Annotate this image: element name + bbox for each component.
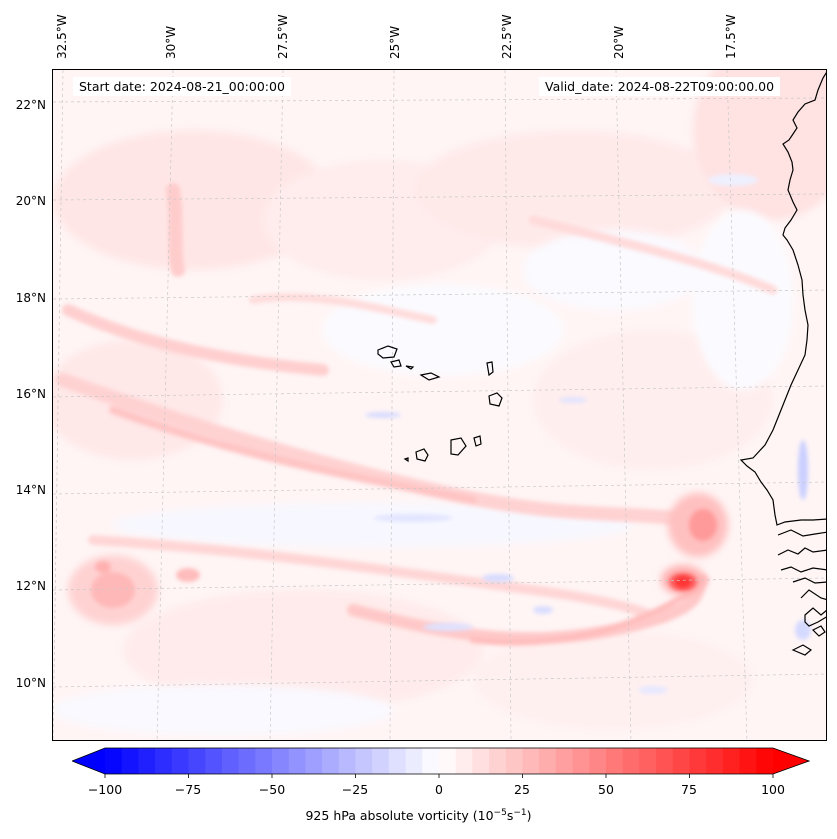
- colorbar-segment: [171, 748, 189, 774]
- colorbar-segment: [522, 748, 540, 774]
- vorticity-neutral-regions: [53, 210, 793, 735]
- colorbar-segment: [105, 748, 123, 774]
- colorbar-segment: [706, 748, 724, 774]
- colorbar-tick-label: 25: [514, 782, 530, 797]
- colorbar-segment: [539, 748, 557, 774]
- colorbar-tick-label: 100: [761, 782, 785, 797]
- colorbar-tick-label: −75: [174, 782, 202, 797]
- colorbar-segment: [405, 748, 423, 774]
- colorbar-tick-label: 0: [435, 782, 443, 797]
- colorbar-segment: [672, 748, 690, 774]
- colorbar-segment: [622, 748, 640, 774]
- lon-label-17-5w: 17.5°W: [724, 14, 738, 59]
- colorbar-segment: [472, 748, 490, 774]
- cape-verde-islands: [377, 345, 503, 463]
- colorbar-segment: [138, 748, 156, 774]
- colorbar-segment: [455, 748, 473, 774]
- colorbar-segment: [338, 748, 356, 774]
- colorbar-label-unit: s: [506, 808, 514, 824]
- lat-label-22n: 22°N: [15, 98, 46, 112]
- colorbar-segment: [188, 748, 206, 774]
- colorbar-tick-label: 75: [681, 782, 697, 797]
- colorbar-segment: [372, 748, 390, 774]
- african-coastline: [739, 72, 826, 656]
- colorbar-label-close: ): [526, 808, 532, 824]
- colorbar-segment: [322, 748, 340, 774]
- colorbar-segment: [422, 748, 440, 774]
- lat-label-14n: 14°N: [15, 483, 46, 497]
- colorbar-extend-max: [773, 748, 809, 774]
- lat-label-16n: 16°N: [15, 387, 46, 401]
- colorbar-label-exponent: −5: [493, 808, 507, 818]
- vorticity-negative-streaks: [365, 174, 811, 694]
- lon-label-20w: 20°W: [612, 25, 626, 59]
- lon-label-25w: 25°W: [388, 25, 402, 59]
- colorbar-segment: [205, 748, 223, 774]
- colorbar-extend-min: [72, 748, 105, 774]
- colorbar-segment: [489, 748, 507, 774]
- lat-label-20n: 20°N: [15, 194, 46, 208]
- colorbar-tick-label: −25: [341, 782, 369, 797]
- colorbar-segment: [238, 748, 256, 774]
- colorbar-segment: [355, 748, 373, 774]
- colorbar-label-exponent-2: −1: [513, 808, 527, 818]
- colorbar-segment: [305, 748, 323, 774]
- colorbar-tick-label: −50: [258, 782, 286, 797]
- colorbar-segment: [572, 748, 590, 774]
- vorticity-map: [52, 69, 827, 741]
- colorbar-label-main: 925 hPa absolute vorticity (10: [305, 808, 494, 824]
- colorbar-segment: [288, 748, 306, 774]
- colorbar-segment: [505, 748, 523, 774]
- vorticity-vortices: [68, 493, 728, 625]
- colorbar-segment: [221, 748, 240, 774]
- colorbar-segment: [689, 748, 707, 774]
- colorbar: [72, 747, 810, 778]
- colorbar-segment: [388, 748, 407, 774]
- colorbar-segment: [155, 748, 173, 774]
- vorticity-bands: [56, 183, 778, 646]
- lon-label-22-5w: 22.5°W: [500, 14, 514, 59]
- graticule: [53, 70, 826, 740]
- colorbar-segment: [756, 748, 774, 774]
- colorbar-segment: [606, 748, 624, 774]
- colorbar-segment: [739, 748, 757, 774]
- lat-label-12n: 12°N: [15, 579, 46, 593]
- colorbar-segment: [589, 748, 607, 774]
- start-date-label: Start date: 2024-08-21_00:00:00: [73, 77, 291, 96]
- colorbar-label: 925 hPa absolute vorticity (10−5s−1): [0, 808, 837, 823]
- lat-label-18n: 18°N: [15, 291, 46, 305]
- valid-date-label: Valid_date: 2024-08-22T09:00:00.00: [539, 77, 781, 96]
- map-canvas: [53, 70, 826, 740]
- lat-label-10n: 10°N: [15, 676, 46, 690]
- colorbar-segment: [555, 748, 574, 774]
- colorbar-segment: [722, 748, 741, 774]
- colorbar-segment: [121, 748, 139, 774]
- colorbar-segment: [255, 748, 273, 774]
- colorbar-tick-label: −100: [87, 782, 123, 797]
- lon-label-30w: 30°W: [164, 25, 178, 59]
- colorbar-segment: [639, 748, 657, 774]
- colorbar-segment: [656, 748, 674, 774]
- colorbar-tick-label: 50: [598, 782, 614, 797]
- lon-label-32-5w: 32.5°W: [55, 14, 69, 59]
- colorbar-segment: [272, 748, 290, 774]
- lon-label-27-5w: 27.5°W: [276, 14, 290, 59]
- colorbar-segment: [439, 748, 457, 774]
